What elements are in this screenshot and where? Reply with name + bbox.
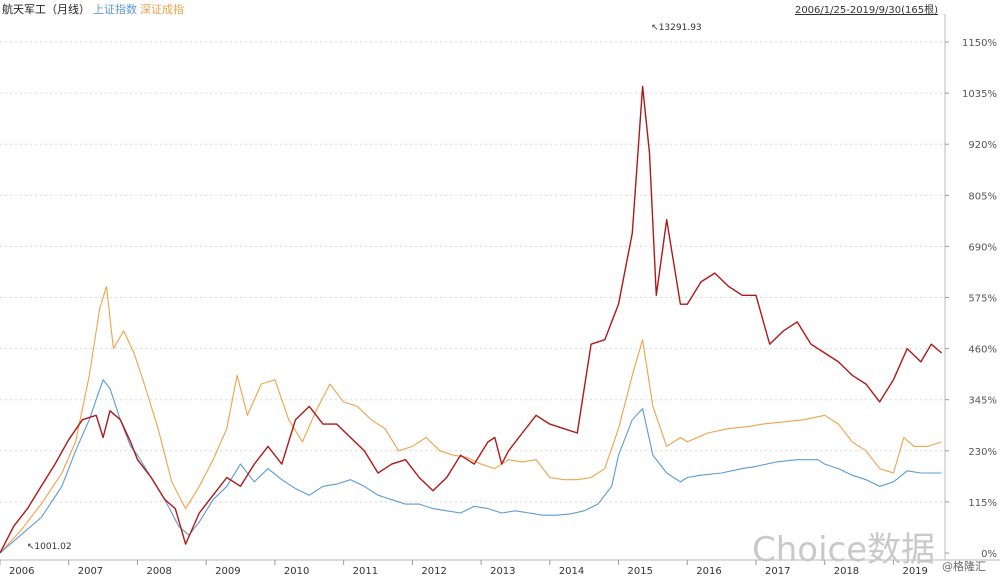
y-tick-label: 690% <box>968 242 997 253</box>
watermark-logo: Choice数据 <box>752 530 936 570</box>
legend-shenzhen: 深证成指 <box>140 3 184 16</box>
y-tick-label: 920% <box>968 140 997 151</box>
x-tick-label: 2011 <box>353 566 378 577</box>
annotation-label: ↖1001.02 <box>27 542 72 552</box>
x-tick-label: 2008 <box>146 566 171 577</box>
x-tick-label: 2010 <box>284 566 309 577</box>
series-line-2 <box>0 285 942 554</box>
x-tick-label: 2007 <box>78 566 103 577</box>
x-tick-label: 2017 <box>765 566 790 577</box>
x-tick-label: 2019 <box>902 566 927 577</box>
y-tick-label: 460% <box>968 345 997 356</box>
y-tick-label: 805% <box>968 191 997 202</box>
annotation-label: ↖13291.93 <box>651 23 701 33</box>
y-tick-label: 1035% <box>962 89 997 100</box>
y-tick-label: 575% <box>968 294 997 305</box>
x-tick-label: 2012 <box>421 566 446 577</box>
gridlines <box>0 41 945 503</box>
series-line-0 <box>0 85 943 554</box>
y-tick-label: 230% <box>968 447 997 458</box>
y-axis-ticks: 0% 115% 230% 345% 460% 575% 690% 805% 920% 1035% 1… <box>945 38 997 560</box>
y-tick-label: 1150% <box>962 38 997 49</box>
watermark-source: @格隆汇 <box>942 560 986 573</box>
annotations: ↖13291.93 ↖1001.02 <box>27 23 702 552</box>
legend-shanghai: 上证指数 <box>93 3 137 16</box>
date-range-label: 2006/1/25-2019/9/30(165根) <box>794 5 938 16</box>
y-tick-label: 115% <box>968 498 997 509</box>
legend: 航天军工（月线） 上证指数 深证成指 <box>2 1 187 17</box>
y-tick-label: 0% <box>981 549 997 560</box>
series-lines <box>0 85 943 554</box>
x-tick-label: 2006 <box>9 566 34 577</box>
x-axis-ticks: 2006 2007 2008 2009 2010 2011 2012 2013 2014 2015… <box>0 560 928 577</box>
x-tick-label: 2014 <box>559 566 584 577</box>
x-tick-label: 2018 <box>834 566 859 577</box>
x-tick-label: 2013 <box>490 566 515 577</box>
x-tick-label: 2015 <box>628 566 653 577</box>
x-tick-label: 2016 <box>696 566 721 577</box>
x-tick-label: 2009 <box>215 566 240 577</box>
legend-main: 航天军工（月线） <box>2 3 90 16</box>
y-tick-label: 345% <box>968 396 997 407</box>
